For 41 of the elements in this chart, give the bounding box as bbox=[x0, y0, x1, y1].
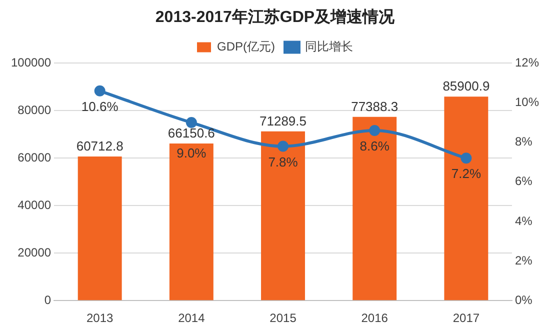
y2-tick-label: 8% bbox=[514, 134, 533, 149]
y-tick-label: 0 bbox=[44, 292, 52, 307]
bar bbox=[169, 144, 214, 300]
data-label: 10.6% bbox=[81, 98, 119, 114]
point bbox=[460, 152, 472, 164]
data-label: 71289.5 bbox=[260, 113, 307, 128]
legend-label: 同比增长 bbox=[305, 40, 353, 54]
y2-tick-label: 2% bbox=[514, 253, 533, 268]
data-label: 7.8% bbox=[268, 154, 298, 170]
data-label: 66150.6 bbox=[168, 126, 215, 141]
y2-tick-label: 12% bbox=[514, 56, 540, 70]
y-tick-label: 20000 bbox=[18, 245, 52, 260]
point bbox=[369, 124, 380, 136]
y2-tick-label: 6% bbox=[514, 174, 533, 188]
data-label: 7.2% bbox=[451, 166, 482, 182]
y-tick-label: 40000 bbox=[18, 198, 52, 212]
x-tick-label: 2016 bbox=[361, 311, 388, 326]
x-tick-label: 2013 bbox=[86, 311, 114, 326]
bar bbox=[352, 116, 397, 300]
bar bbox=[444, 96, 488, 300]
y2-tick-label: 0% bbox=[514, 292, 533, 307]
x-tick-label: 2015 bbox=[270, 311, 297, 326]
bar bbox=[78, 156, 122, 300]
y2-tick-label: 10% bbox=[514, 95, 540, 110]
data-label: 85900.9 bbox=[442, 78, 490, 94]
point bbox=[94, 85, 106, 96]
x-tick-label: 2017 bbox=[452, 311, 480, 326]
data-label: 77388.3 bbox=[351, 98, 398, 114]
x-tick-label: 2014 bbox=[178, 311, 206, 326]
y-tick-label: 80000 bbox=[18, 102, 52, 117]
chart-title: 2013-2017年江苏GDP及增速情况 bbox=[155, 8, 396, 26]
bar bbox=[261, 131, 305, 300]
y-tick-label: 60000 bbox=[18, 150, 52, 164]
point bbox=[278, 140, 289, 152]
data-label: 60712.8 bbox=[76, 138, 124, 154]
y2-tick-label: 4% bbox=[514, 214, 533, 228]
data-label: 8.6% bbox=[360, 138, 390, 154]
legend-label: GDP(亿元) bbox=[217, 40, 275, 54]
y-tick-label: 100000 bbox=[10, 56, 52, 70]
point bbox=[186, 117, 197, 128]
data-label: 9.0% bbox=[176, 146, 207, 161]
